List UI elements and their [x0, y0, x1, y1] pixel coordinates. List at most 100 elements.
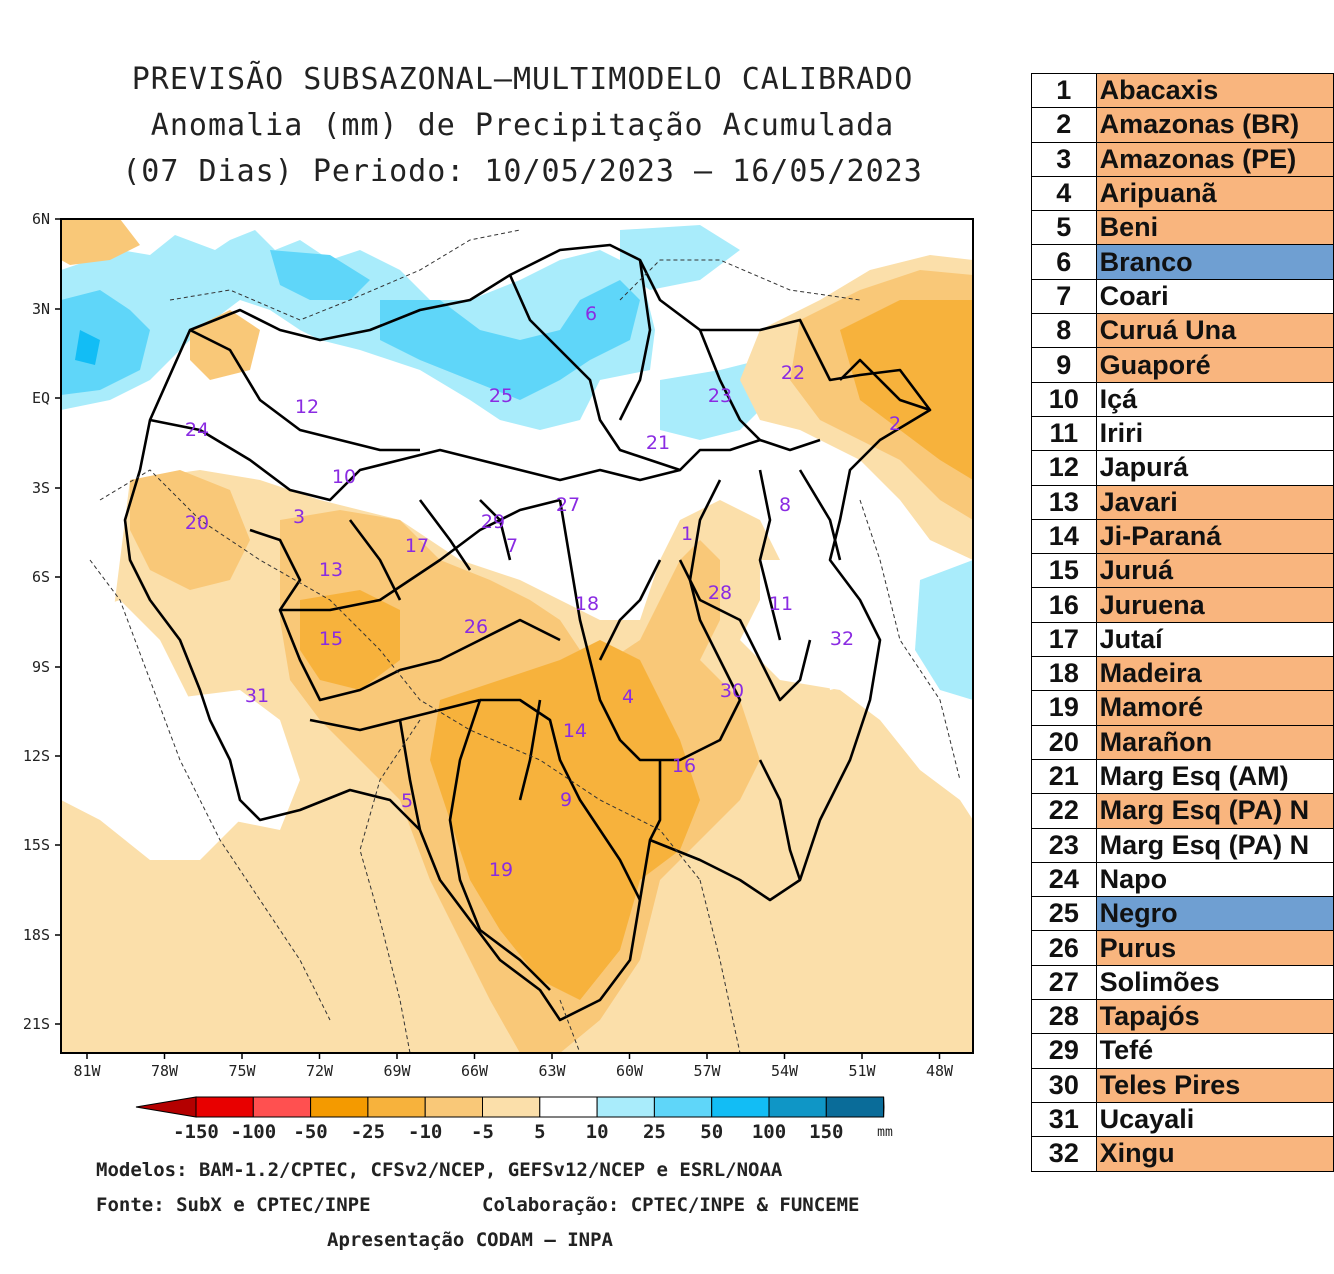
basin-name: Aripuanã	[1095, 175, 1334, 212]
basin-number: 10	[1031, 381, 1097, 417]
basin-row: 21 Marg Esq (AM)	[1031, 758, 1334, 795]
lon-tick-label: 57W	[693, 1062, 721, 1080]
lat-tick-label: 18S	[23, 926, 50, 944]
basin-number: 7	[1031, 278, 1097, 315]
basin-row: 22 Marg Esq (PA) N	[1031, 793, 1334, 829]
basin-name: Mamoré	[1095, 690, 1334, 726]
map-subtitle: Anomalia (mm) de Precipitação Acumulada	[150, 108, 895, 143]
colorbar-tick-label: -10	[408, 1121, 442, 1143]
basin-row: 14 Ji-Paraná	[1031, 518, 1334, 555]
basin-name: Tefé	[1095, 1033, 1334, 1069]
basin-name: Napo	[1095, 861, 1334, 898]
colorbar-tick-label: 50	[700, 1121, 723, 1143]
basin-name: Curuá Una	[1095, 313, 1334, 349]
basin-name: Ucayali	[1095, 1101, 1334, 1138]
basin-name: Amazonas (BR)	[1095, 107, 1334, 143]
basin-legend-table: 1 Abacaxis 2 Amazonas (BR) 3 Amazonas (PE) 4 Ar…	[1031, 72, 1334, 1172]
colorbar-swatch	[252, 1096, 312, 1118]
lat-tick-label: 6S	[32, 568, 50, 586]
dry-zone-northwest-corner	[61, 219, 140, 265]
basin-number-label: 24	[185, 419, 209, 441]
basin-number: 12	[1031, 450, 1097, 486]
basin-name: Marañon	[1095, 724, 1334, 760]
basin-number: 3	[1031, 141, 1097, 177]
basin-number-label: 31	[245, 685, 269, 707]
basin-name: Marg Esq (AM)	[1095, 758, 1334, 795]
basin-number-label: 12	[295, 396, 319, 418]
lon-tick-label: 66W	[461, 1062, 489, 1080]
wet-zone-northwest-core	[61, 290, 150, 395]
lon-tick-label: 54W	[771, 1062, 799, 1080]
basin-name: Tapajós	[1095, 999, 1334, 1035]
colorbar-swatch	[482, 1096, 541, 1118]
basin-number-label: 7	[506, 535, 518, 557]
colorbar-swatch	[310, 1096, 369, 1118]
colorbar: -150 -100 -50 -25 -10 -5 5 10 25 50 100 150 mm	[135, 1096, 893, 1143]
basin-row: 15 Juruá	[1031, 553, 1334, 589]
wet-zone-east	[915, 560, 973, 700]
footer-presentation: Apresentação CODAM — INPA	[327, 1229, 613, 1251]
basin-number-label: 14	[563, 720, 587, 742]
lon-tick-label: 51W	[848, 1062, 876, 1080]
basin-number-label: 25	[489, 385, 513, 407]
basin-number-label: 9	[560, 789, 572, 811]
colorbar-swatch	[539, 1096, 598, 1118]
basin-row: 18 Madeira	[1031, 656, 1334, 692]
basin-row: 25 Negro	[1031, 896, 1334, 932]
colorbar-tick-label: -25	[351, 1121, 385, 1143]
colorbar-tick-label: 100	[752, 1121, 786, 1143]
map-frame	[60, 218, 974, 1054]
basin-row: 6 Branco	[1031, 244, 1334, 280]
colorbar-swatch	[596, 1096, 655, 1118]
wet-zone-northwest-deep	[75, 330, 100, 365]
basin-name: Marg Esq (PA) N	[1095, 827, 1334, 863]
basin-name: Teles Pires	[1095, 1067, 1334, 1103]
basin-name: Negro	[1095, 896, 1334, 932]
basin-number: 30	[1031, 1067, 1097, 1103]
footer-models: Modelos: BAM-1.2/CPTEC, CFSv2/NCEP, GEFS…	[96, 1159, 783, 1181]
anomaly-fields	[61, 219, 973, 1053]
colorbar-low-cap	[135, 1096, 197, 1118]
lon-tick-label: 63W	[538, 1062, 566, 1080]
basin-row: 3 Amazonas (PE)	[1031, 141, 1334, 177]
dry-zone-jurua-core	[300, 590, 400, 690]
basin-name: Japurá	[1095, 450, 1334, 486]
basin-number: 23	[1031, 827, 1097, 863]
basin-number-label: 20	[185, 512, 209, 534]
colorbar-swatch	[367, 1096, 426, 1118]
basin-number-label: 30	[720, 680, 744, 702]
wet-zone-north-core	[270, 250, 370, 300]
basin-number-label: 27	[556, 494, 580, 516]
basin-number-label: 23	[708, 385, 732, 407]
basin-number-label: 3	[293, 506, 305, 528]
basin-boundaries	[123, 243, 932, 1022]
basin-number: 5	[1031, 210, 1097, 246]
basin-number: 28	[1031, 999, 1097, 1035]
basin-name: Amazonas (PE)	[1095, 141, 1334, 177]
lon-tick-label: 48W	[926, 1062, 954, 1080]
basin-row: 32 Xingu	[1031, 1136, 1334, 1172]
basin-number: 4	[1031, 175, 1097, 212]
basin-number-label: 17	[405, 535, 429, 557]
lat-tick-label: 3S	[32, 479, 50, 497]
dry-zone-north-pocket	[190, 310, 260, 380]
basin-name: Ji-Paraná	[1095, 518, 1334, 555]
colorbar-unit: mm	[877, 1125, 893, 1140]
basin-name: Xingu	[1095, 1136, 1334, 1172]
basin-row: 13 Javari	[1031, 484, 1334, 520]
basin-name: Juruena	[1095, 587, 1334, 623]
basin-row: 27 Solimões	[1031, 964, 1334, 1001]
basin-row: 30 Teles Pires	[1031, 1067, 1334, 1103]
basin-row: 5 Beni	[1031, 210, 1334, 246]
map-title: PREVISÃO SUBSAZONAL—MULTIMODELO CALIBRAD…	[131, 62, 914, 97]
basin-name: Beni	[1095, 210, 1334, 246]
basin-row: 28 Tapajós	[1031, 999, 1334, 1035]
basin-number: 16	[1031, 587, 1097, 623]
basin-name: Marg Esq (PA) N	[1095, 793, 1334, 829]
footer-collaboration: Colaboração: CPTEC/INPE & FUNCEME	[482, 1194, 860, 1216]
basin-name: Solimões	[1095, 964, 1334, 1001]
lat-tick-label: 9S	[32, 658, 50, 676]
colorbar-tick-label: -100	[230, 1121, 276, 1143]
basin-name: Iriri	[1095, 415, 1334, 452]
